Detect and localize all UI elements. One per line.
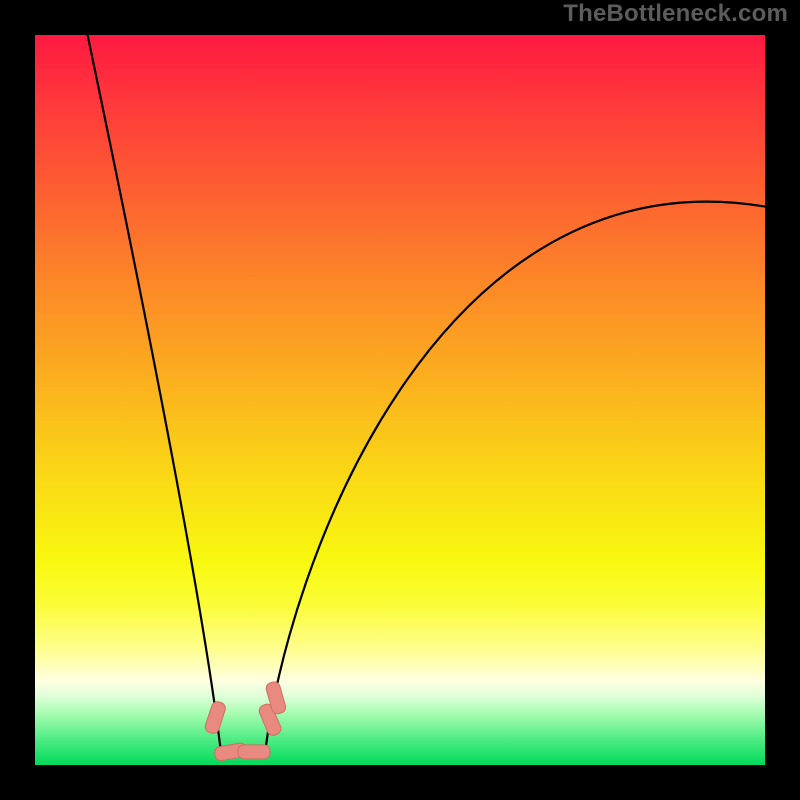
valley-marker: [238, 745, 270, 759]
chart-frame: TheBottleneck.com: [0, 0, 800, 800]
bottleneck-chart: [0, 0, 800, 800]
gradient-plot-area: [35, 35, 765, 765]
